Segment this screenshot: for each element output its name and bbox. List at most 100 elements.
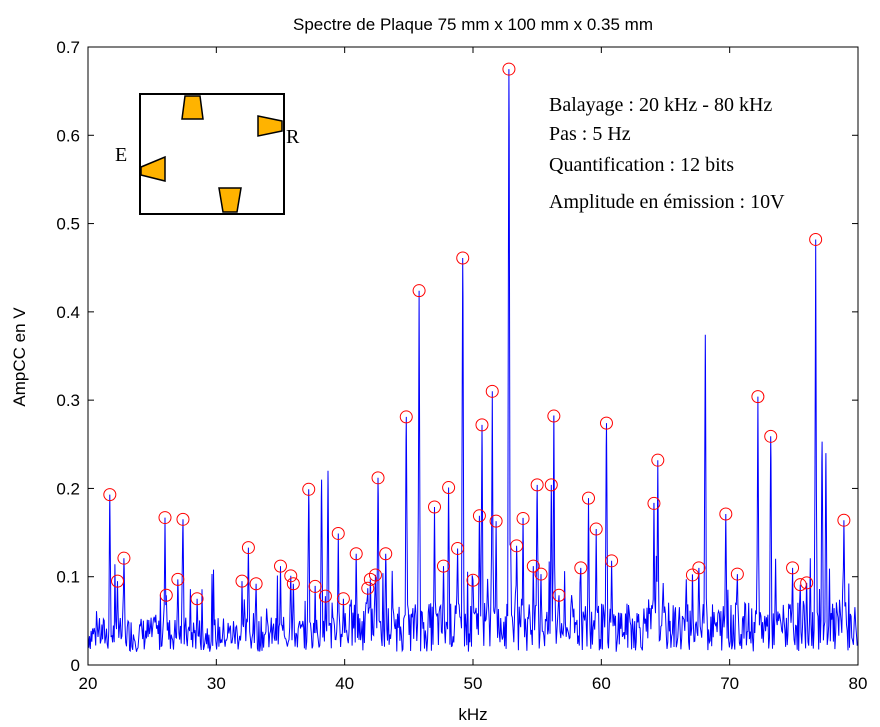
peak-marker	[582, 491, 595, 505]
x-tick-label: 80	[849, 674, 868, 693]
peak-marker	[544, 478, 558, 492]
x-tick-label: 50	[464, 674, 483, 693]
note-step: Pas : 5 Hz	[549, 123, 631, 145]
peak-marker	[786, 561, 800, 575]
peak-marker	[363, 572, 377, 586]
x-tick-label: 60	[592, 674, 611, 693]
x-tick-label: 70	[720, 674, 739, 693]
peak-marker	[489, 514, 503, 528]
transducer-top	[181, 95, 204, 120]
x-axis-label: kHz	[458, 705, 487, 724]
peak-marker	[302, 482, 316, 496]
peak-marker	[103, 488, 117, 502]
peak-marker	[318, 589, 332, 603]
peak-marker	[249, 577, 263, 591]
peak-marker	[547, 409, 561, 423]
peak-marker	[751, 390, 765, 404]
peak-marker	[241, 541, 255, 555]
peak-marker	[190, 592, 204, 606]
peak-marker	[809, 232, 823, 246]
peak-marker	[368, 568, 382, 582]
peak-marker	[336, 592, 350, 606]
y-tick-label: 0.6	[56, 126, 80, 145]
receiver-label: R	[286, 126, 300, 148]
note-amplitude: Amplitude en émission : 10V	[549, 191, 785, 213]
y-tick-label: 0.5	[56, 215, 80, 234]
peak-marker	[451, 541, 465, 555]
peak-marker	[719, 507, 733, 521]
peak-marker	[599, 416, 613, 430]
peak-marker	[764, 429, 778, 443]
peak-marker	[412, 284, 426, 298]
peak-marker	[472, 509, 486, 523]
spectrum-line	[87, 69, 858, 653]
x-tick-label: 40	[335, 674, 354, 693]
plate-outline	[139, 93, 285, 215]
peak-marker	[371, 471, 385, 485]
peak-marker	[692, 561, 706, 575]
peak-marker	[605, 554, 619, 568]
peak-marker	[651, 453, 665, 467]
peak-marker	[647, 496, 661, 510]
transducer-right	[257, 115, 283, 137]
y-tick-label: 0.4	[56, 303, 80, 322]
peak-marker	[475, 418, 489, 432]
peak-marker	[526, 559, 540, 573]
y-tick-label: 0.2	[56, 479, 80, 498]
transducer-left	[140, 155, 166, 182]
peak-marker	[349, 547, 363, 561]
peak-marker	[502, 62, 516, 76]
peak-marker	[286, 577, 300, 591]
peak-marker	[159, 588, 173, 602]
peak-marker	[158, 511, 172, 525]
peak-marker	[171, 572, 185, 586]
peak-marker	[235, 574, 249, 588]
peak-marker	[379, 547, 393, 561]
axis-ticks: 20 30 40 50 60 70 80 0 0.1 0.2 0.3 0.4 0.5 0.6 0.7	[56, 38, 867, 693]
series	[87, 69, 858, 653]
peak-marker	[730, 567, 744, 581]
peak-marker	[552, 588, 566, 602]
emitter-label: E	[115, 144, 127, 166]
x-tick-label: 30	[207, 674, 226, 693]
peak-marker	[589, 522, 603, 536]
y-tick-label: 0.1	[56, 568, 80, 587]
peak-marker	[331, 526, 345, 540]
chart-title: Spectre de Plaque 75 mm x 100 mm x 0.35 …	[293, 15, 653, 34]
note-sweep: Balayage : 20 kHz - 80 kHz	[549, 94, 772, 116]
peak-marker	[111, 574, 125, 588]
peak-marker	[361, 581, 375, 595]
peak-marker	[456, 251, 470, 265]
peak-marker	[436, 559, 450, 573]
peak-marker	[793, 578, 807, 592]
peak-marker	[284, 569, 298, 583]
peak-marker	[117, 551, 131, 565]
peak-marker	[274, 559, 287, 573]
acquisition-notes: Balayage : 20 kHz - 80 kHz Pas : 5 Hz Qu…	[549, 94, 785, 213]
peak-marker	[800, 576, 814, 590]
y-tick-label: 0.3	[56, 391, 80, 410]
peak-marker	[399, 410, 413, 424]
peak-marker	[685, 568, 699, 582]
peak-marker	[442, 481, 456, 495]
peak-marker	[510, 539, 524, 553]
transducer-bottom	[218, 187, 242, 213]
x-tick-label: 20	[79, 674, 98, 693]
peak-marker	[466, 573, 480, 587]
peak-marker	[530, 478, 544, 492]
y-axis-label: AmpCC en V	[10, 307, 29, 407]
peak-marker	[176, 512, 190, 526]
peak-markers	[103, 62, 851, 606]
peak-marker	[428, 500, 441, 514]
note-quantification: Quantification : 12 bits	[549, 154, 734, 176]
y-tick-label: 0	[71, 656, 80, 675]
peak-marker	[534, 567, 548, 581]
peak-marker	[837, 513, 851, 527]
peak-marker	[574, 561, 588, 575]
plate-inset: E R	[115, 93, 300, 215]
peak-marker	[516, 511, 530, 525]
y-tick-label: 0.7	[56, 38, 80, 57]
peak-marker	[485, 384, 499, 398]
peak-marker	[308, 579, 322, 593]
